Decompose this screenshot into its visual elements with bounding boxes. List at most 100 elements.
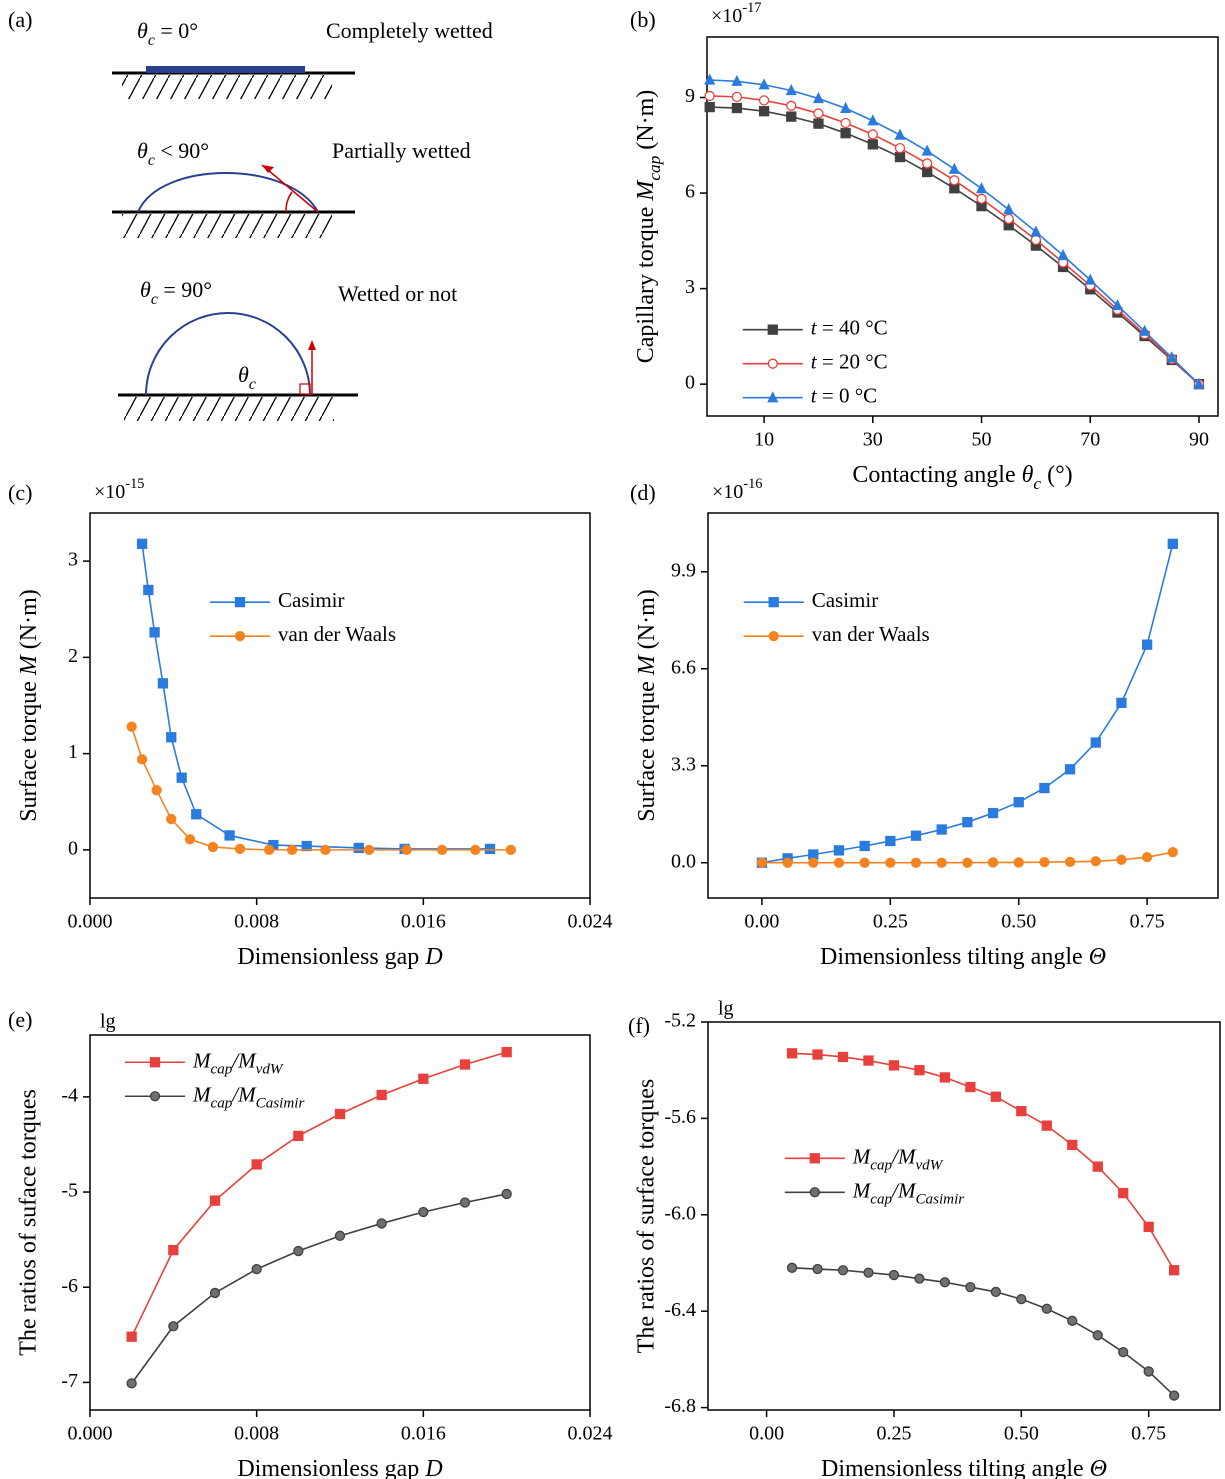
text-part: c (148, 152, 155, 169)
marker (894, 143, 906, 154)
right-angle (299, 383, 311, 395)
marker (859, 840, 870, 852)
marker (812, 1049, 823, 1060)
marker (840, 128, 851, 139)
y-multiplier: ×10-17 (711, 0, 761, 26)
legend-label: Mcap/MvdW (852, 1144, 944, 1174)
marker (1090, 737, 1101, 748)
y-axis-title: Surface torque M (N·m) (634, 589, 660, 822)
series-line (792, 1267, 1175, 1397)
marker (293, 1130, 304, 1142)
case-description: Wetted or not (338, 281, 457, 306)
angle-label: θc < 90° (137, 138, 209, 169)
text-part: Θ (1090, 1456, 1107, 1479)
x-tick-label: 0.75 (1130, 911, 1165, 933)
text-part: /M (891, 1178, 917, 1202)
marker (894, 151, 906, 163)
marker (149, 627, 160, 638)
angle-label: θc = 0° (137, 18, 198, 49)
series-line (131, 1193, 507, 1384)
text-part: D (424, 944, 442, 970)
x-tick-label: 0.016 (401, 911, 446, 933)
y-tick-label: -6.0 (664, 1202, 696, 1224)
marker (786, 1262, 798, 1273)
marker (168, 1321, 179, 1332)
text-part: (N·m) (633, 90, 659, 156)
marker (812, 92, 824, 104)
x-axis-title: Dimensionless tilting angle Θ (821, 1456, 1107, 1479)
marker (704, 101, 715, 113)
marker (1067, 1139, 1078, 1151)
marker (885, 835, 896, 847)
legend-label: t = 0 °C (811, 383, 877, 407)
panel-label: (a) (8, 7, 32, 32)
legend-label: t = 20 °C (811, 349, 888, 373)
case-description: Completely wetted (326, 18, 493, 43)
marker (867, 114, 879, 126)
marker (863, 1055, 874, 1066)
marker (987, 857, 999, 868)
marker (894, 128, 906, 140)
y-multiplier: ×10-16 (712, 476, 762, 502)
text-part: /M (231, 1048, 257, 1072)
x-tick-label: 0.016 (401, 1423, 446, 1445)
legend-marker (149, 1091, 161, 1102)
marker (136, 538, 148, 549)
marker (859, 857, 870, 868)
marker (785, 84, 797, 96)
x-tick-label: 0.25 (873, 911, 908, 933)
marker (976, 193, 987, 204)
marker (209, 1287, 221, 1299)
y-tick-label: -4 (61, 1084, 78, 1106)
marker (1013, 857, 1024, 868)
text-part: = 0 °C (817, 383, 878, 407)
text-part: θ (137, 138, 148, 163)
tangent-arrow (261, 164, 319, 213)
marker (813, 118, 824, 129)
marker (501, 1046, 512, 1058)
marker (143, 584, 154, 596)
marker (1118, 1347, 1129, 1358)
series-line (709, 79, 1200, 385)
marker (151, 785, 162, 796)
marker (962, 857, 973, 868)
marker (786, 100, 797, 111)
marker (837, 1051, 849, 1063)
text-part: (°) (1041, 462, 1073, 488)
marker (234, 843, 246, 855)
marker (731, 74, 743, 86)
text-part: c (151, 291, 158, 308)
marker (888, 1060, 900, 1071)
marker (191, 809, 202, 820)
y-tick-label: 9.9 (671, 559, 696, 581)
marker (837, 1265, 849, 1276)
y-tick-label: -6.8 (664, 1395, 696, 1417)
marker (975, 182, 988, 194)
text-part: θ (1022, 462, 1034, 488)
marker (1166, 351, 1178, 363)
diagram-shapes (112, 66, 358, 421)
legend-marker (767, 391, 779, 403)
marker (1143, 1366, 1154, 1377)
x-axis-title: Dimensionless gap D (237, 944, 442, 970)
marker (1039, 856, 1050, 868)
marker (949, 175, 960, 186)
y-tick-label: 3.3 (671, 753, 696, 775)
marker (867, 139, 878, 150)
y-axis-title: The ratios of surface torques (634, 1079, 660, 1354)
marker (1057, 249, 1069, 261)
angle-arc (285, 191, 293, 213)
marker (1111, 299, 1123, 311)
legend-label: van der Waals (812, 622, 930, 646)
panel-label: (b) (630, 7, 656, 32)
x-tick-label: 0.00 (749, 1423, 784, 1445)
droplet (137, 172, 319, 213)
marker (910, 857, 922, 868)
legend-marker (768, 631, 779, 642)
legend-label: Casimir (812, 588, 879, 612)
droplet (145, 312, 311, 396)
marker (939, 1277, 951, 1288)
marker (1141, 851, 1153, 863)
marker (126, 1378, 137, 1389)
text-part: -15 (125, 476, 144, 492)
